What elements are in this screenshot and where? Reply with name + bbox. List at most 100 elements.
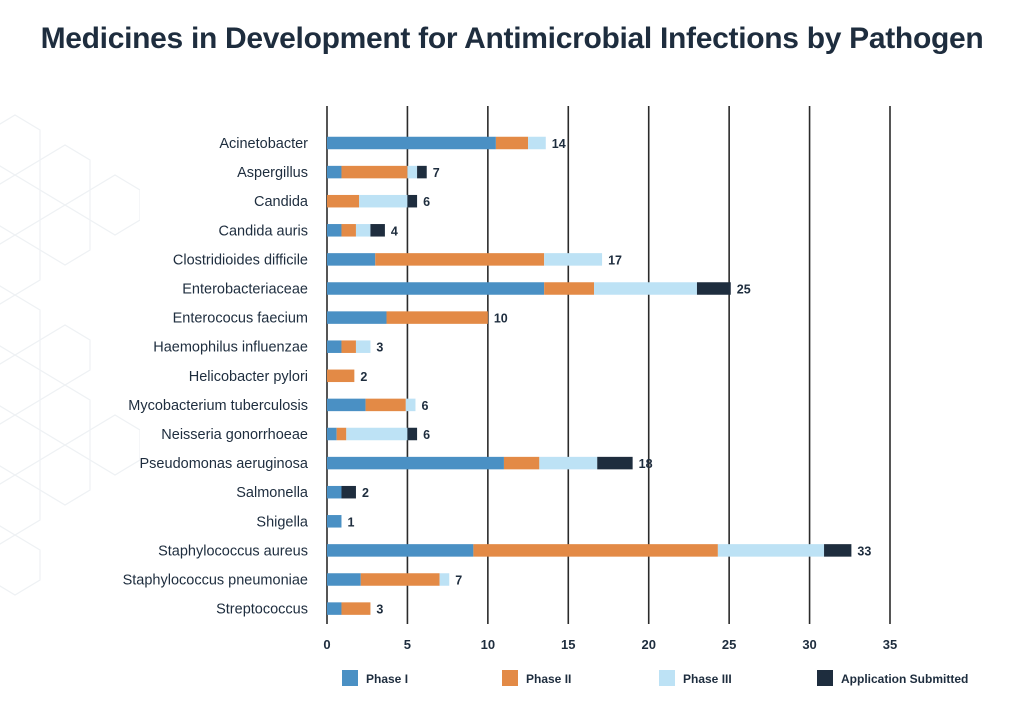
bar-segment-phase-ii <box>473 544 718 557</box>
bar-segment-application-submitted <box>407 194 418 208</box>
category-label: Shigella <box>256 514 309 530</box>
bar-segment-application-submitted <box>341 485 356 499</box>
bar-segment-phase-iii <box>346 427 408 441</box>
x-tick-label: 20 <box>641 637 655 652</box>
bar-segment-phase-i <box>327 253 376 266</box>
bar-segment-phase-i <box>327 340 342 353</box>
bar-segment-phase-iii <box>594 282 697 295</box>
category-label: Aspergillus <box>237 165 308 181</box>
bar-segment-phase-i <box>327 544 474 557</box>
x-tick-label: 0 <box>323 637 330 652</box>
category-label: Acinetobacter <box>219 136 308 152</box>
bar-segment-application-submitted <box>696 282 731 295</box>
category-label: Candida <box>254 194 309 210</box>
bar-segment-application-submitted <box>417 165 427 179</box>
bar-segment-phase-i <box>327 224 342 237</box>
bar-segment-phase-i <box>327 398 366 412</box>
legend-swatch <box>817 670 833 686</box>
bar-segment-phase-ii <box>503 456 540 470</box>
bar-segment-phase-iii <box>544 253 603 266</box>
legend-swatch <box>659 670 675 686</box>
category-label: Salmonella <box>236 485 309 501</box>
legend-swatch <box>502 670 518 686</box>
legend-label: Phase III <box>683 672 732 686</box>
bar-segment-phase-ii <box>336 427 347 441</box>
category-label: Helicobacter pylori <box>189 369 308 385</box>
bar-segment-application-submitted <box>597 456 633 470</box>
bar-segment-phase-i <box>327 456 504 470</box>
category-label: Clostridioides difficile <box>173 252 308 268</box>
legend-label: Application Submitted <box>841 672 968 686</box>
bar-segment-phase-i <box>327 573 361 586</box>
bar-segment-phase-i <box>327 427 337 441</box>
x-tick-label: 25 <box>722 637 736 652</box>
total-label: 2 <box>362 486 369 500</box>
x-tick-label: 15 <box>561 637 575 652</box>
total-label: 33 <box>857 544 871 558</box>
x-tick-label: 10 <box>481 637 495 652</box>
bar-segment-phase-ii <box>544 282 595 295</box>
x-tick-label: 35 <box>883 637 897 652</box>
bars <box>327 136 852 615</box>
bar-segment-application-submitted <box>407 427 418 441</box>
bar-segment-phase-i <box>327 136 496 150</box>
total-label: 17 <box>608 253 622 267</box>
bar-segment-phase-ii <box>360 573 440 586</box>
bar-segment-phase-i <box>327 165 342 179</box>
total-label: 7 <box>433 166 440 180</box>
bar-segment-phase-i <box>327 485 342 499</box>
bar-segment-phase-ii <box>375 253 545 266</box>
bar-segment-phase-ii <box>495 136 529 150</box>
bar-segment-phase-i <box>327 311 387 324</box>
bar-segment-application-submitted <box>370 224 385 237</box>
category-label: Enterobacteriaceae <box>182 282 308 298</box>
total-label: 10 <box>494 312 508 326</box>
category-label: Candida auris <box>219 223 308 239</box>
bar-segment-phase-ii <box>341 340 356 353</box>
x-tick-label: 5 <box>404 637 411 652</box>
bar-segment-phase-ii <box>327 194 360 208</box>
total-label: 3 <box>376 603 383 617</box>
bar-segment-phase-i <box>327 515 342 528</box>
legend: Phase I Phase II Phase III Application Subm… <box>342 670 968 686</box>
gridlines <box>326 106 891 624</box>
bar-segment-phase-iii <box>405 398 416 412</box>
total-label: 6 <box>423 428 430 442</box>
bar-segment-phase-iii <box>717 544 825 557</box>
bar-segment-phase-iii <box>407 165 418 179</box>
bar-segment-phase-ii <box>341 602 371 615</box>
bar-segment-phase-ii <box>327 369 355 383</box>
bar-segment-phase-iii <box>439 573 450 586</box>
total-label: 25 <box>737 283 751 297</box>
x-tick-label: 30 <box>802 637 816 652</box>
bar-segment-phase-i <box>327 602 342 615</box>
bar-segment-phase-i <box>327 282 545 295</box>
total-label: 6 <box>421 399 428 413</box>
chart-title: Medicines in Development for Antimicrobi… <box>40 22 984 55</box>
bar-segment-phase-ii <box>341 224 356 237</box>
total-label: 7 <box>455 574 462 588</box>
bar-segment-phase-iii <box>528 136 546 150</box>
labels: 0 5 10 15 20 25 30 35 Acinetobacter 14 Aspergillus… <box>123 136 898 652</box>
category-label: Neisseria gonorrhoeae <box>161 427 308 443</box>
category-label: Staphylococcus aureus <box>158 543 308 559</box>
category-label: Streptococcus <box>216 602 308 618</box>
bar-segment-phase-iii <box>359 194 408 208</box>
category-label: Haemophilus influenzae <box>153 340 308 356</box>
bar-segment-phase-ii <box>386 311 488 324</box>
total-label: 14 <box>552 137 566 151</box>
category-label: Mycobacterium tuberculosis <box>128 398 308 414</box>
total-label: 3 <box>376 341 383 355</box>
category-label: Staphylococcus pneumoniae <box>123 573 308 589</box>
category-label: Pseudomonas aeruginosa <box>140 456 309 472</box>
total-label: 1 <box>347 515 354 529</box>
total-label: 6 <box>423 195 430 209</box>
total-label: 18 <box>639 457 653 471</box>
category-label: Enterococus faecium <box>173 311 308 327</box>
legend-swatch <box>342 670 358 686</box>
bar-segment-phase-ii <box>365 398 406 412</box>
bar-segment-phase-iii <box>355 224 371 237</box>
bar-segment-phase-iii <box>539 456 598 470</box>
legend-label: Phase I <box>366 672 408 686</box>
